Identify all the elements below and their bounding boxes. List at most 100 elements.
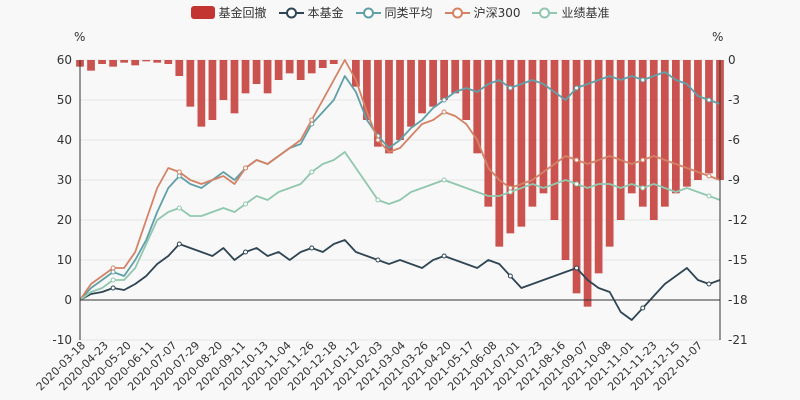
legend-item[interactable]: 沪深300 <box>444 4 521 21</box>
right-axis-unit: % <box>712 30 724 44</box>
drawdown-bar <box>252 60 261 84</box>
series-point <box>640 77 646 83</box>
series-point <box>574 157 580 163</box>
series-point <box>706 97 712 103</box>
drawdown-bar <box>627 60 636 194</box>
series-point <box>176 205 182 211</box>
legend-label: 沪深300 <box>473 6 521 20</box>
legend: 基金回撤 本基金 同类平均 沪深300 业绩基准 <box>0 4 800 21</box>
drawdown-bar <box>462 60 471 120</box>
series-point <box>110 277 116 283</box>
series-point <box>507 185 513 191</box>
drawdown-bar <box>263 60 272 94</box>
legend-item[interactable]: 基金回撤 <box>190 4 267 21</box>
series-point <box>309 245 315 251</box>
drawdown-bar <box>517 60 526 227</box>
series-point <box>375 257 381 263</box>
series-point <box>640 157 646 163</box>
drawdown-bar <box>473 60 482 154</box>
left-tick-label: -10 <box>52 333 72 347</box>
drawdown-bar <box>219 60 228 100</box>
left-tick-label: 60 <box>57 53 72 67</box>
drawdown-bar <box>605 60 614 247</box>
drawdown-bar <box>583 60 592 307</box>
drawdown-bar <box>705 60 713 174</box>
drawdown-bar <box>418 60 426 114</box>
drawdown-bar <box>616 60 625 220</box>
left-tick-label: 30 <box>57 173 72 187</box>
drawdown-bar <box>197 60 206 127</box>
drawdown-bar <box>241 60 250 94</box>
drawdown-bar <box>296 60 305 80</box>
drawdown-bar <box>528 60 537 207</box>
drawdown-bar <box>186 60 195 107</box>
drawdown-bar <box>561 60 570 260</box>
series-point <box>375 197 381 203</box>
drawdown-bar <box>407 60 415 127</box>
series-point <box>110 269 116 275</box>
series-point <box>574 265 580 271</box>
left-tick-label: 50 <box>57 93 72 107</box>
legend-item[interactable]: 业绩基准 <box>532 4 609 21</box>
series-point <box>110 285 116 291</box>
drawdown-bar <box>208 60 217 120</box>
legend-line-swatch <box>444 7 470 18</box>
drawdown-bar <box>175 60 184 76</box>
legend-label: 本基金 <box>307 6 344 20</box>
legend-label: 业绩基准 <box>561 6 610 20</box>
series-point <box>706 173 712 179</box>
series-point <box>309 169 315 175</box>
left-tick-label: 20 <box>57 213 72 227</box>
series-point <box>441 97 447 103</box>
legend-bar-swatch <box>190 6 215 19</box>
series-point <box>176 169 182 175</box>
drawdown-bar <box>363 60 371 120</box>
series-point <box>574 181 580 187</box>
drawdown-bar <box>307 60 316 74</box>
drawdown-bar <box>109 60 117 67</box>
drawdown-bar <box>506 60 515 234</box>
drawdown-bar <box>352 60 360 87</box>
series-point <box>309 117 315 123</box>
drawdown-bar <box>374 60 382 147</box>
drawdown-bar <box>495 60 504 247</box>
drawdown-bar <box>396 60 404 140</box>
drawdown-bar <box>660 60 669 207</box>
legend-item[interactable]: 本基金 <box>278 4 344 21</box>
legend-label: 同类平均 <box>384 6 433 20</box>
series-point <box>640 305 646 311</box>
series-point <box>706 193 712 199</box>
left-tick-label: 10 <box>57 253 72 267</box>
drawdown-bar <box>694 60 702 180</box>
series-point <box>507 189 513 195</box>
series-line <box>79 59 721 301</box>
legend-item[interactable]: 同类平均 <box>355 4 433 21</box>
drawdown-bar <box>429 60 437 107</box>
drawdown-bar <box>539 60 548 194</box>
series-point <box>375 137 381 143</box>
drawdown-bar <box>484 60 493 207</box>
series-point <box>706 281 712 287</box>
legend-label: 基金回撤 <box>218 6 267 20</box>
right-tick-label: -12 <box>728 213 748 227</box>
series-point <box>441 253 447 259</box>
series-point <box>441 109 447 115</box>
series-point <box>507 273 513 279</box>
series-line <box>79 151 721 301</box>
series-point <box>574 85 580 91</box>
series-point <box>640 185 646 191</box>
series-point <box>110 265 116 271</box>
drawdown-bar <box>285 60 294 74</box>
drawdown-bar <box>329 60 338 64</box>
drawdown-bar <box>451 60 460 94</box>
drawdown-bar <box>385 60 393 154</box>
drawdown-bar <box>142 60 151 62</box>
drawdown-bar <box>131 60 140 66</box>
right-tick-label: -6 <box>728 133 740 147</box>
right-tick-label: -9 <box>728 173 740 187</box>
drawdown-bar <box>638 60 647 207</box>
drawdown-bar <box>594 60 603 274</box>
right-tick-label: -21 <box>728 333 748 347</box>
legend-line-swatch <box>355 7 381 18</box>
